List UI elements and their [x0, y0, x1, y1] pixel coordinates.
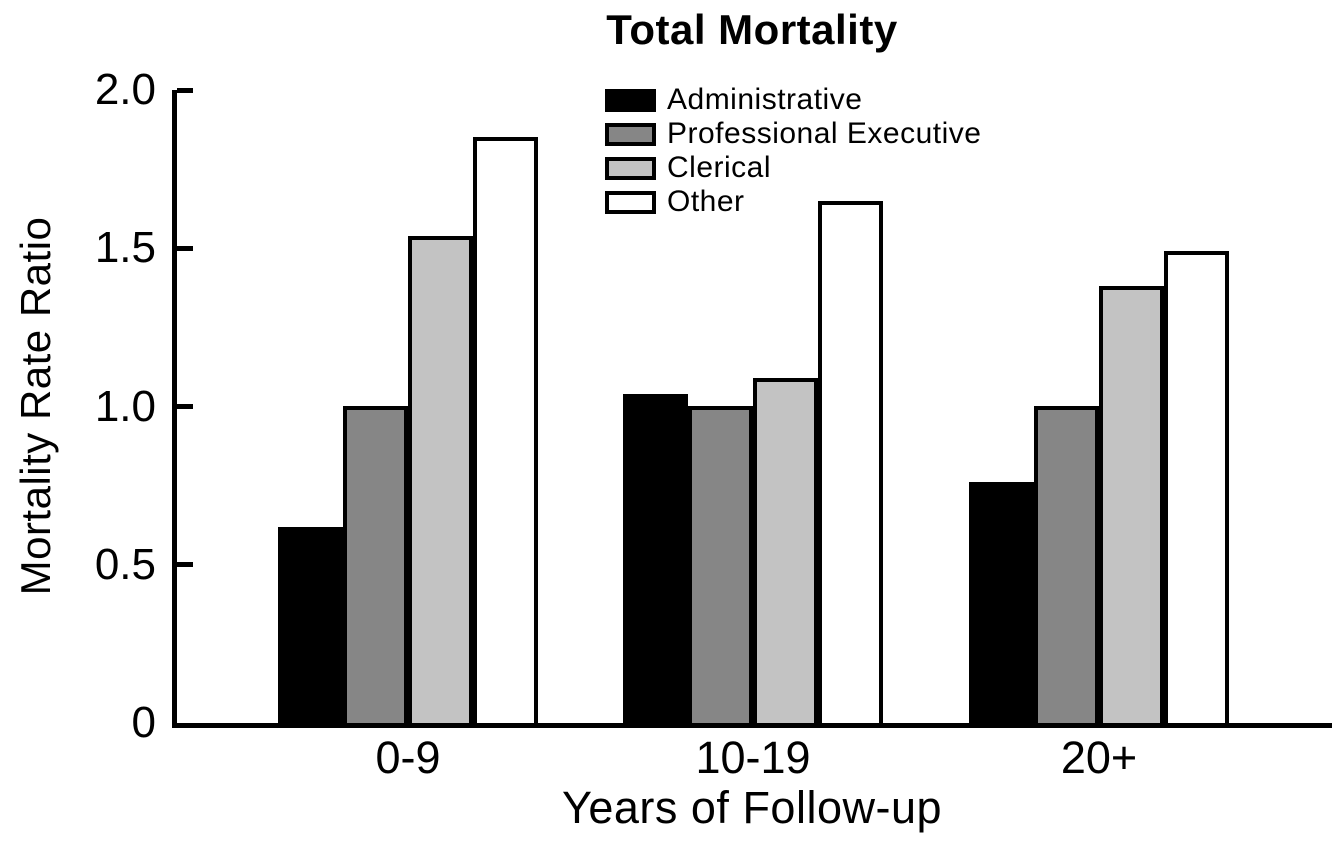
legend-label: Professional Executive: [667, 117, 982, 150]
y-tick-label-0.5: 0.5: [94, 539, 156, 589]
bar-professional-executive-20-: [1034, 406, 1099, 723]
x-tick-label-20-: 20+: [1060, 732, 1138, 783]
bar-other-10-19: [818, 201, 883, 723]
y-tick-label-1.0: 1.0: [94, 381, 156, 431]
legend-item-professional-executive: Professional Executive: [605, 117, 982, 151]
chart-title: Total Mortality: [606, 6, 898, 53]
legend: Administrative Professional Executive Cler…: [605, 83, 982, 219]
bar-other-0-9: [473, 137, 538, 723]
bar-professional-executive-10-19: [688, 406, 753, 723]
legend-item-administrative: Administrative: [605, 83, 982, 117]
y-tick-0.5: [177, 562, 193, 568]
x-tick-label-10-19: 10-19: [695, 732, 811, 783]
bar-administrative-20-: [969, 482, 1034, 723]
legend-label: Administrative: [667, 83, 863, 116]
legend-item-other: Other: [605, 185, 982, 219]
bar-clerical-0-9: [408, 236, 473, 723]
legend-item-clerical: Clerical: [605, 151, 982, 185]
y-tick-1.0: [177, 404, 193, 409]
legend-swatch-icon: [605, 156, 656, 180]
x-axis-label: Years of Follow-up: [561, 782, 943, 833]
y-tick-label-1.5: 1.5: [94, 223, 156, 273]
legend-swatch-icon: [605, 122, 656, 146]
bar-professional-executive-0-9: [343, 406, 408, 723]
bar-clerical-10-19: [753, 378, 818, 723]
bar-administrative-0-9: [278, 527, 343, 723]
plot-area: [172, 87, 1332, 728]
legend-swatch-icon: [605, 190, 656, 214]
y-tick-1.5: [177, 245, 193, 251]
legend-label: Other: [667, 185, 745, 218]
legend-swatch-icon: [605, 88, 656, 112]
bar-clerical-20-: [1099, 286, 1164, 723]
y-tick-label-2.0: 2.0: [94, 65, 156, 114]
bar-administrative-10-19: [623, 394, 688, 723]
x-tick-label-0-9: 0-9: [375, 732, 441, 783]
y-tick-label-0: 0: [131, 698, 156, 747]
bar-other-20-: [1164, 251, 1229, 723]
legend-label: Clerical: [667, 151, 772, 184]
y-tick-2.0: [177, 87, 193, 93]
